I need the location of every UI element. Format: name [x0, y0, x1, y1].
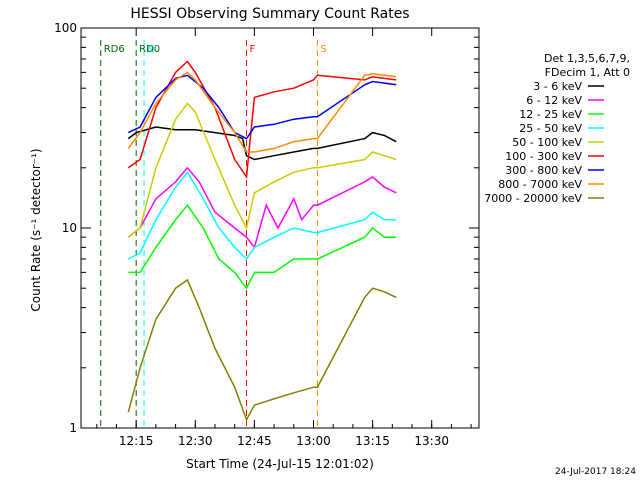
x-tick-label-5: 13:30 — [414, 434, 449, 448]
series-line-1 — [127, 166, 397, 250]
series-line-6 — [127, 74, 397, 140]
annotation-label-f: F — [250, 44, 256, 55]
footer-date: 24-Jul-2017 18:24 — [555, 467, 636, 477]
x-tick-label-0: 12:15 — [119, 434, 154, 448]
y-axis-label: Count Rate (s⁻¹ detector⁻¹) — [29, 148, 43, 311]
data-layer: N F S RD0 RD6 — [100, 40, 397, 428]
chart-title: HESSI Observing Summary Count Rates — [130, 6, 409, 22]
annotation-label-s: S — [320, 44, 326, 55]
x-axis-label: Start Time (24-Jul-15 12:01:02) — [186, 457, 374, 471]
series-line-2 — [128, 203, 397, 290]
x-tick-label-3: 13:00 — [296, 434, 331, 448]
y-tick-label-1: 10 — [62, 221, 77, 235]
x-tick-label-2: 12:45 — [237, 434, 272, 448]
legend-label-6: 300 - 800 keV — [505, 164, 582, 177]
legend-header-line-1: Det 1,3,5,6,7,9, — [544, 52, 630, 65]
series-line-3 — [127, 170, 397, 261]
legend-label-1: 6 - 12 keV — [526, 94, 582, 107]
legend-label-5: 100 - 300 keV — [505, 150, 582, 163]
series-line-0 — [127, 126, 397, 161]
legend-label-0: 3 - 6 keV — [533, 80, 582, 93]
series-line-5 — [127, 60, 397, 180]
legend-label-8: 7000 - 20000 keV — [484, 192, 582, 205]
annotation-label-rd0: RD0 — [139, 44, 160, 55]
series-line-7 — [127, 71, 397, 153]
x-tick-label-1: 12:30 — [178, 434, 213, 448]
legend-label-2: 12 - 25 keV — [519, 108, 582, 121]
x-tick-label-4: 13:15 — [355, 434, 390, 448]
annotation-label-rd6: RD6 — [104, 44, 125, 55]
y-tick-label-2: 100 — [54, 21, 77, 35]
series-line-8 — [127, 278, 397, 422]
legend-header-line-2: FDecim 1, Att 0 — [545, 66, 630, 79]
legend-label-7: 800 - 7000 keV — [498, 178, 582, 191]
annotation-label-n: N — [147, 44, 154, 55]
legend: Det 1,3,5,6,7,9, FDecim 1, Att 0 3 - 6 k… — [484, 52, 630, 205]
series-line-4 — [127, 102, 397, 238]
legend-label-3: 25 - 50 keV — [519, 122, 582, 135]
legend-label-4: 50 - 100 keV — [512, 136, 582, 149]
y-tick-label-0: 1 — [69, 421, 77, 435]
axes-layer: 12:15 12:30 12:45 13:00 13:15 13:30 1 10 100 — [54, 21, 479, 448]
